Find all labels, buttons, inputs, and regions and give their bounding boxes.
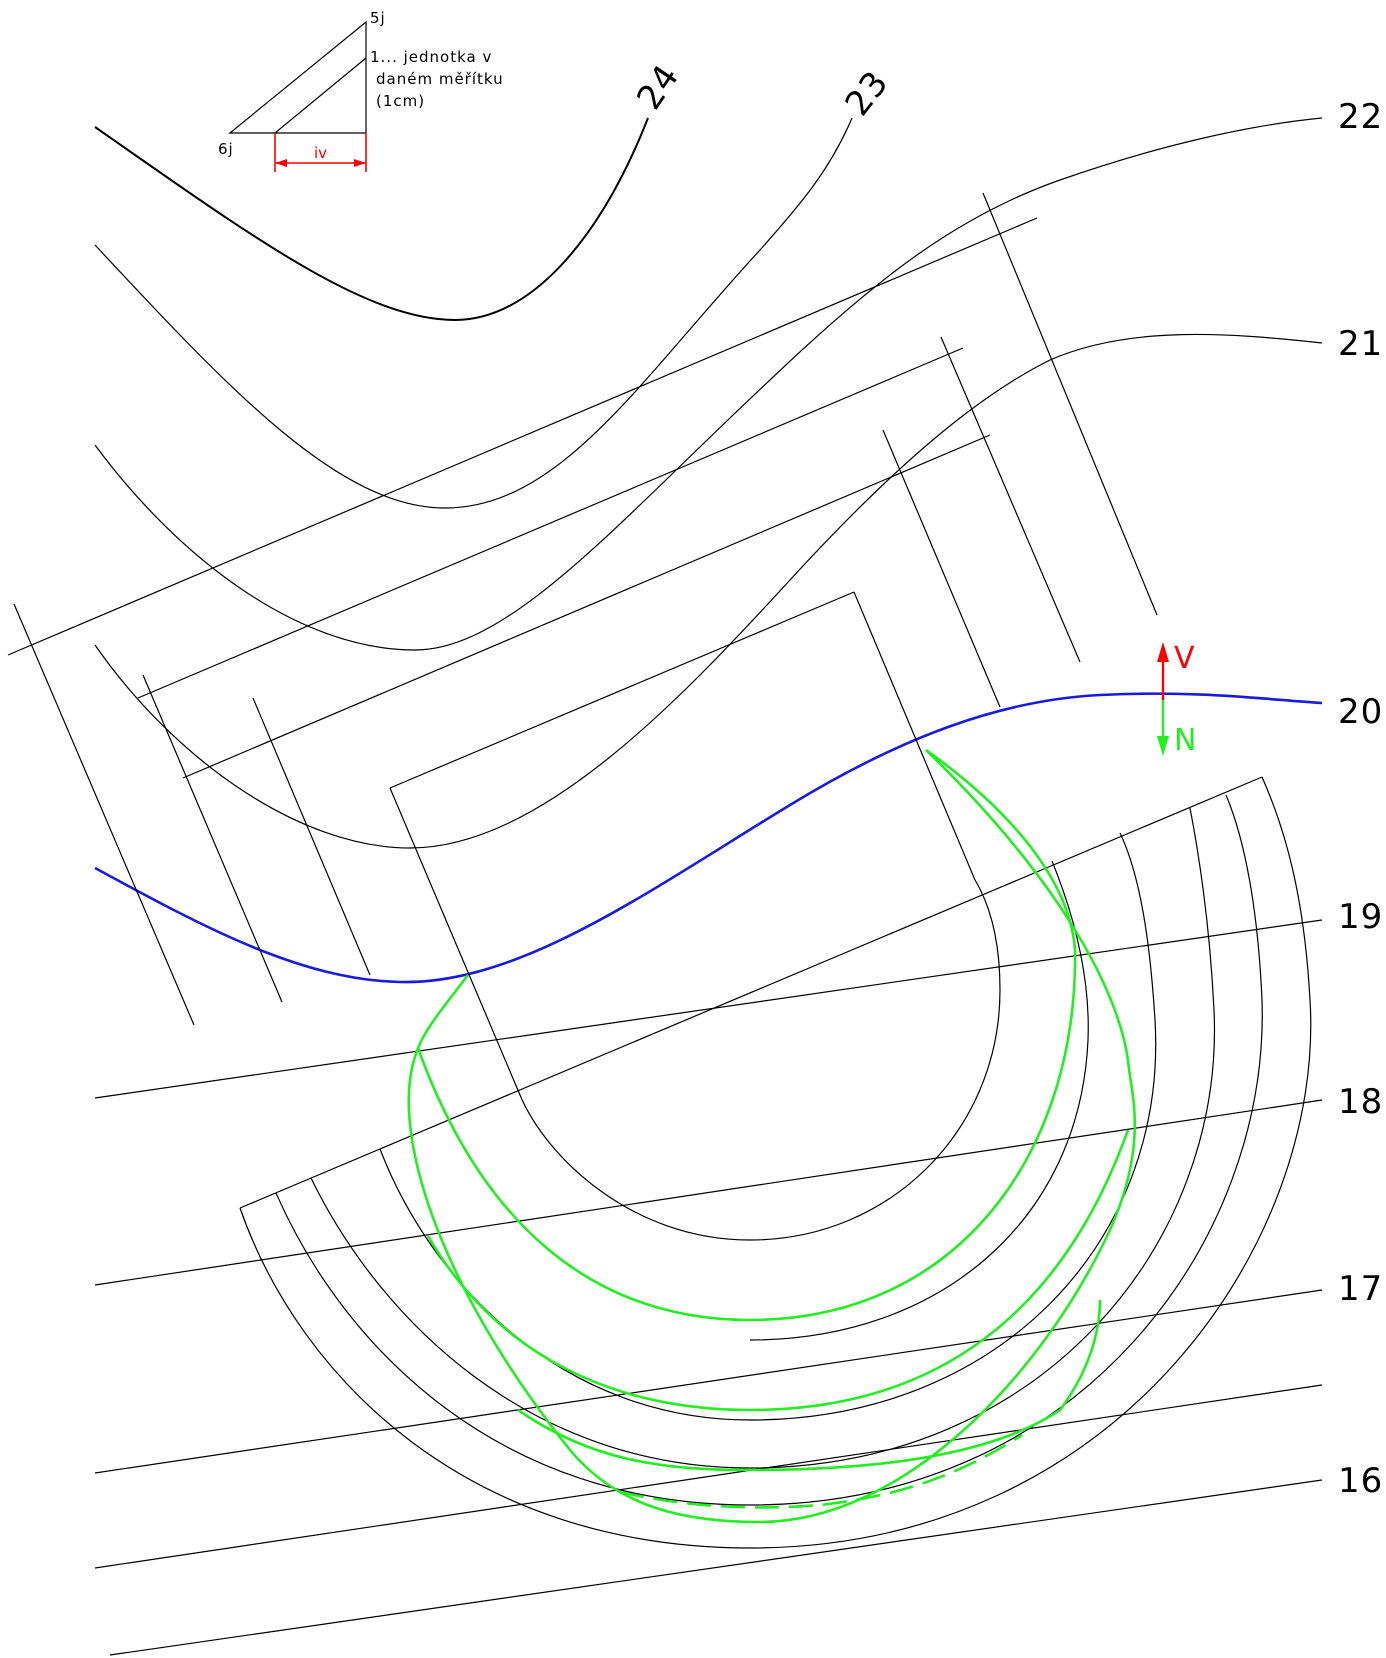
- contour-label-24: 24: [629, 57, 687, 117]
- unit-note-line3: (1cm): [376, 92, 425, 110]
- unit-note-line1: 1... jednotka v: [370, 48, 492, 66]
- contour-label-16: 16: [1338, 1461, 1383, 1501]
- contour-22: [94, 117, 1323, 651]
- label-5j: 5j: [370, 9, 386, 27]
- zero-line-outer: [407, 749, 1137, 1524]
- label-v: V: [1174, 641, 1195, 676]
- unit-note-line2: daném měřítku: [376, 70, 504, 88]
- fill-arcs: [239, 776, 1312, 1549]
- contour-label-21: 21: [1338, 324, 1383, 364]
- contour-20-reference: [94, 692, 1323, 984]
- upper-slope-lines: [7, 192, 1158, 1026]
- contour-lines: [94, 117, 1323, 1656]
- contour-18-lower: [94, 1099, 1323, 1286]
- contour-23: [94, 117, 853, 509]
- contour-label-23: 23: [838, 63, 897, 123]
- label-iv: iv: [314, 144, 327, 162]
- contour-label-22: 22: [1338, 97, 1383, 137]
- contour-21: [94, 333, 1323, 849]
- direction-indicator: V N: [1157, 641, 1196, 758]
- arrow-down-icon: [1157, 700, 1169, 756]
- contour-24: [94, 117, 649, 322]
- contour-label-20: 20: [1338, 692, 1383, 732]
- contour-16a-lower: [94, 1384, 1323, 1569]
- iv-dimension: iv: [274, 133, 367, 172]
- zero-line-dashed: [619, 1433, 1023, 1509]
- contour-label-18: 18: [1338, 1082, 1383, 1122]
- zero-line-inner: [416, 748, 1077, 1322]
- label-6j: 6j: [218, 140, 234, 158]
- contour-label-17: 17: [1338, 1269, 1383, 1309]
- label-n: N: [1174, 723, 1196, 758]
- intersection-lines: [407, 748, 1137, 1524]
- platform-outline: [389, 591, 1001, 1241]
- contour-17-lower: [94, 1289, 1323, 1474]
- arrow-up-icon: [1157, 642, 1169, 700]
- contour-label-19: 19: [1338, 897, 1383, 937]
- contour-16b-lower: [109, 1479, 1323, 1656]
- scale-triangle: 5j 6j 1... jednotka v daném měřítku (1cm…: [218, 9, 504, 172]
- contour-19-lower: [94, 919, 1323, 1099]
